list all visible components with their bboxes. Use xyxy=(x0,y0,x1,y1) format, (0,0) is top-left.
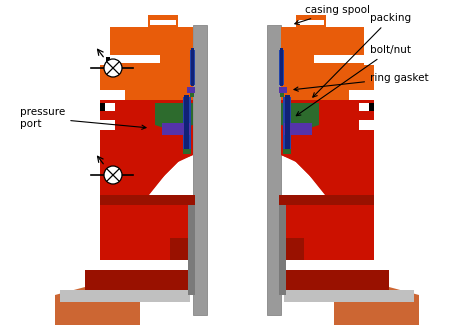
Polygon shape xyxy=(155,103,193,130)
Bar xyxy=(115,100,193,130)
Bar xyxy=(279,50,284,85)
Bar xyxy=(207,25,267,315)
Bar xyxy=(190,50,195,85)
Bar xyxy=(100,100,115,120)
Bar xyxy=(100,65,120,80)
Bar xyxy=(280,48,283,86)
Bar xyxy=(60,290,190,302)
Bar xyxy=(106,57,118,65)
Bar xyxy=(281,205,359,250)
Text: bolt/nut: bolt/nut xyxy=(296,45,411,116)
Polygon shape xyxy=(281,103,319,130)
Bar xyxy=(160,27,193,65)
Polygon shape xyxy=(100,130,193,225)
Bar xyxy=(279,87,287,93)
Bar xyxy=(283,149,291,154)
Bar xyxy=(283,97,291,152)
Bar xyxy=(354,65,374,80)
Text: pressure
port: pressure port xyxy=(20,107,146,129)
Text: casing spool: casing spool xyxy=(295,5,370,24)
Bar xyxy=(85,285,193,293)
Bar xyxy=(281,205,374,260)
Bar xyxy=(281,87,349,102)
Bar xyxy=(281,27,364,87)
Bar xyxy=(183,97,191,152)
Bar xyxy=(281,27,314,65)
Bar xyxy=(190,93,194,97)
Bar xyxy=(281,55,364,63)
Bar xyxy=(125,87,193,102)
Polygon shape xyxy=(281,130,374,225)
Bar xyxy=(162,123,190,135)
Bar xyxy=(106,57,110,65)
Text: packing: packing xyxy=(313,13,411,97)
Bar xyxy=(184,95,189,152)
Bar xyxy=(281,285,389,293)
Polygon shape xyxy=(281,130,359,225)
Bar xyxy=(85,270,193,288)
Bar xyxy=(100,195,195,205)
Bar xyxy=(110,55,193,63)
Bar xyxy=(284,290,414,302)
Bar xyxy=(359,100,374,120)
Bar xyxy=(279,205,286,295)
Bar xyxy=(369,103,374,111)
Bar xyxy=(298,20,324,25)
Bar xyxy=(267,25,281,315)
Bar xyxy=(110,27,193,87)
Bar xyxy=(281,238,304,260)
Bar xyxy=(279,195,374,205)
Bar xyxy=(100,65,193,90)
Text: ring gasket: ring gasket xyxy=(294,73,428,91)
Polygon shape xyxy=(115,130,193,225)
Bar xyxy=(296,15,326,27)
Bar xyxy=(100,205,193,260)
Bar xyxy=(281,100,359,130)
Bar xyxy=(148,15,178,27)
Bar xyxy=(150,20,176,25)
Bar xyxy=(183,149,191,154)
Bar xyxy=(285,95,290,152)
Bar xyxy=(281,270,389,288)
Polygon shape xyxy=(334,283,419,325)
Bar xyxy=(188,205,195,295)
Bar xyxy=(100,103,105,111)
Bar xyxy=(191,48,194,86)
Polygon shape xyxy=(55,283,140,325)
Bar xyxy=(187,87,195,93)
Bar xyxy=(284,123,312,135)
Bar xyxy=(359,103,374,111)
Bar xyxy=(115,205,193,250)
Bar xyxy=(100,103,115,111)
Bar xyxy=(193,25,207,315)
Circle shape xyxy=(104,166,122,184)
Bar xyxy=(170,238,193,260)
Bar xyxy=(280,93,284,97)
Bar xyxy=(281,65,374,90)
Circle shape xyxy=(104,59,122,77)
